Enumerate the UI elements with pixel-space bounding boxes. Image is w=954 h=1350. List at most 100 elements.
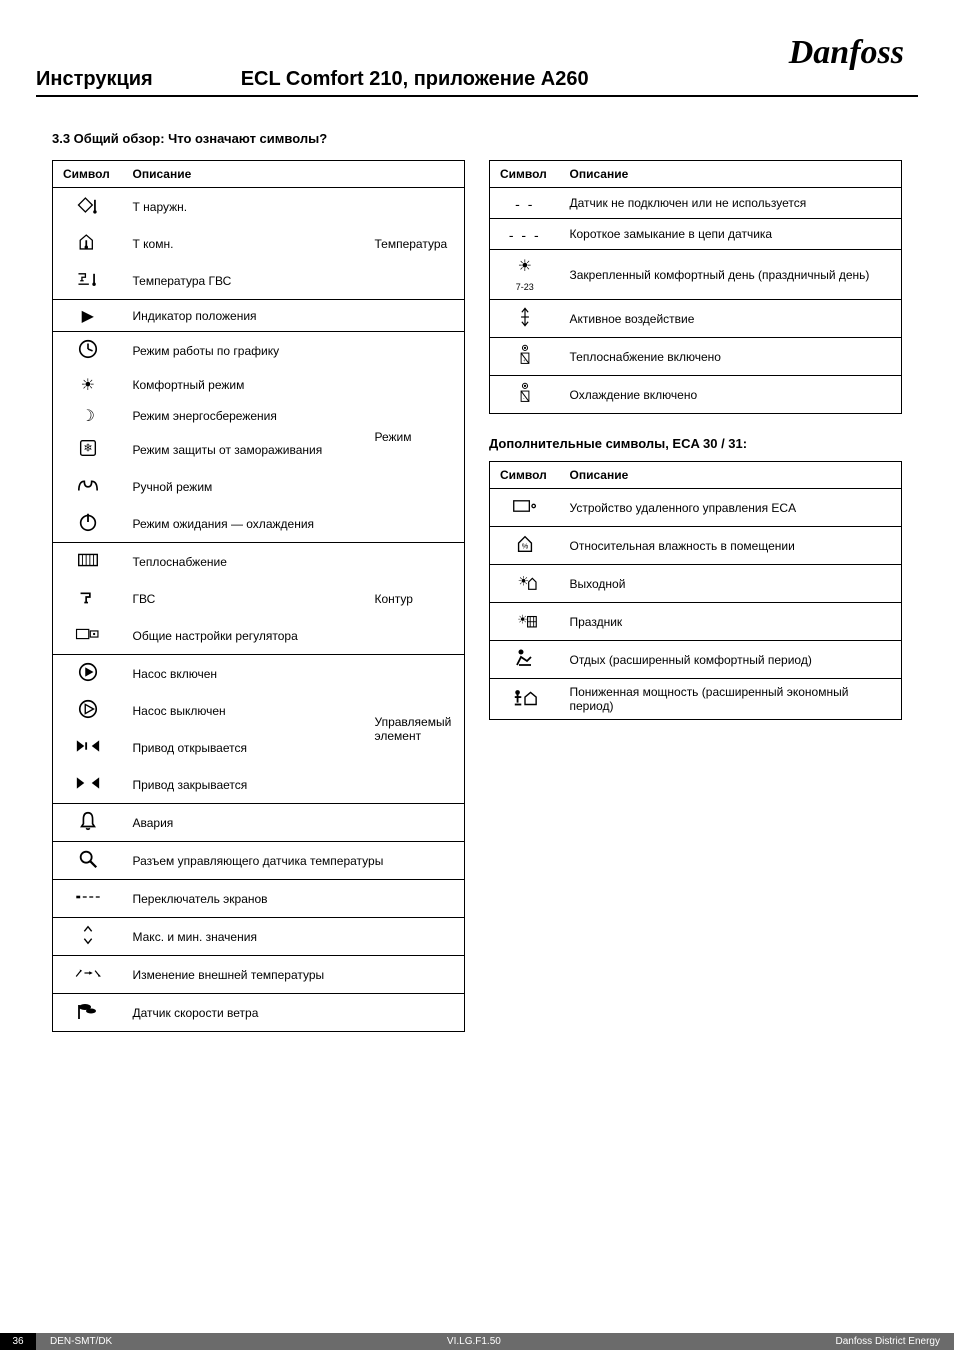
active-influence-label: Активное воздействие xyxy=(560,300,902,338)
position-indicator-icon: ▶ xyxy=(53,300,123,332)
fixed-comfort-label: Закрепленный комфортный день (праздничны… xyxy=(560,250,902,300)
short-circuit-icon: - - - xyxy=(490,219,560,250)
col-header-symbol-r2: Символ xyxy=(490,462,560,489)
group-actuator: Управляемый элемент xyxy=(365,655,465,804)
cooling-on-label: Охлаждение включено xyxy=(560,376,902,414)
dhw-label: ГВС xyxy=(123,580,365,617)
header-left-text: Инструкция xyxy=(36,68,153,91)
day-off-icon: ☀ xyxy=(490,565,560,603)
sensor-connector-label: Разъем управляющего датчика температуры xyxy=(123,842,465,880)
room-temp-label: Т комн. xyxy=(123,225,365,262)
col-header-symbol: Символ xyxy=(53,161,123,188)
not-connected-label: Датчик не подключен или не используется xyxy=(560,188,902,219)
outdoor-change-icon xyxy=(53,956,123,994)
comfort-mode-label: Комфортный режим xyxy=(123,369,365,400)
minmax-label: Макс. и мин. значения xyxy=(123,918,465,956)
holiday-icon: ☀ xyxy=(490,603,560,641)
actuator-close-icon xyxy=(53,766,123,804)
comfort-mode-icon: ☀ xyxy=(53,369,123,400)
display-switch-label: Переключатель экранов xyxy=(123,880,465,918)
left-symbols-table: Символ Описание Т наружн. Температура Т … xyxy=(52,160,465,1032)
holiday-label: Праздник xyxy=(560,603,902,641)
brand-logo: Danfoss xyxy=(789,34,904,72)
heating-on-icon: + xyxy=(490,338,560,376)
cooling-on-icon: - xyxy=(490,376,560,414)
manual-mode-label: Ручной режим xyxy=(123,468,365,505)
right-status-table: Символ Описание - - Датчик не подключен … xyxy=(489,160,902,414)
outdoor-change-label: Изменение внешней температуры xyxy=(123,956,465,994)
actuator-open-label: Привод открывается xyxy=(123,729,365,766)
eca-heading: Дополнительные символы, ECA 30 / 31: xyxy=(489,436,902,451)
eca-remote-icon xyxy=(490,489,560,527)
svg-text:-: - xyxy=(523,396,525,401)
page-header: Инструкция ECL Comfort 210, приложение A… xyxy=(36,68,918,97)
svg-text:❄: ❄ xyxy=(83,443,92,455)
svg-text:☀: ☀ xyxy=(517,574,529,589)
footer-left: DEN-SMT/DK xyxy=(50,1336,112,1347)
standby-mode-icon xyxy=(53,505,123,543)
group-circuit: Контур xyxy=(365,543,465,655)
dhw-temp-icon xyxy=(53,262,123,300)
col-header-desc-r1: Описание xyxy=(560,161,902,188)
dhw-temp-label: Температура ГВС xyxy=(123,262,365,300)
eca-remote-label: Устройство удаленного управления ECA xyxy=(560,489,902,527)
heating-on-label: Теплоснабжение включено xyxy=(560,338,902,376)
fixed-comfort-icon: ☀7-23 xyxy=(490,250,560,300)
position-indicator-label: Индикатор положения xyxy=(123,300,465,332)
reduced-power-icon xyxy=(490,679,560,720)
actuator-open-icon xyxy=(53,729,123,766)
svg-text:%: % xyxy=(521,542,528,551)
standby-mode-label: Режим ожидания — охлаждения xyxy=(123,505,365,543)
minmax-icon xyxy=(53,918,123,956)
section-heading: 3.3 Общий обзор: Что означают символы? xyxy=(52,131,918,146)
group-mode: Режим xyxy=(365,332,465,543)
reduced-power-label: Пониженная мощность (расширенный экономн… xyxy=(560,679,902,720)
heating-icon xyxy=(53,543,123,581)
svg-text:+: + xyxy=(523,358,526,363)
pump-on-label: Насос включен xyxy=(123,655,365,693)
saving-mode-icon: ☽ xyxy=(53,400,123,431)
common-settings-label: Общие настройки регулятора xyxy=(123,617,365,655)
header-right-text: ECL Comfort 210, приложение A260 xyxy=(241,68,589,91)
schedule-mode-icon xyxy=(53,332,123,370)
col-header-desc: Описание xyxy=(123,161,465,188)
group-temperature: Температура xyxy=(365,188,465,300)
col-header-symbol-r1: Символ xyxy=(490,161,560,188)
sensor-connector-icon xyxy=(53,842,123,880)
pump-off-icon xyxy=(53,692,123,729)
outdoor-temp-icon xyxy=(53,188,123,226)
pump-on-icon xyxy=(53,655,123,693)
not-connected-icon: - - xyxy=(490,188,560,219)
pump-off-label: Насос выключен xyxy=(123,692,365,729)
footer-right: Danfoss District Energy xyxy=(836,1336,940,1347)
frost-mode-icon: ❄ xyxy=(53,431,123,468)
schedule-mode-label: Режим работы по графику xyxy=(123,332,365,370)
relax-icon xyxy=(490,641,560,679)
alarm-label: Авария xyxy=(123,804,465,842)
short-circuit-label: Короткое замыкание в цепи датчика xyxy=(560,219,902,250)
right-eca-table: Символ Описание Устройство удаленного уп… xyxy=(489,461,902,720)
active-influence-icon xyxy=(490,300,560,338)
heating-label: Теплоснабжение xyxy=(123,543,365,581)
svg-text:☀: ☀ xyxy=(517,612,528,626)
alarm-icon xyxy=(53,804,123,842)
wind-sensor-label: Датчик скорости ветра xyxy=(123,994,465,1032)
col-header-desc-r2: Описание xyxy=(560,462,902,489)
page-number: 36 xyxy=(0,1333,36,1350)
dhw-icon xyxy=(53,580,123,617)
room-temp-icon xyxy=(53,225,123,262)
common-settings-icon xyxy=(53,617,123,655)
humidity-icon: % xyxy=(490,527,560,565)
relax-label: Отдых (расширенный комфортный период) xyxy=(560,641,902,679)
manual-mode-icon xyxy=(53,468,123,505)
humidity-label: Относительная влажность в помещении xyxy=(560,527,902,565)
outdoor-temp-label: Т наружн. xyxy=(123,188,365,226)
wind-sensor-icon xyxy=(53,994,123,1032)
display-switch-icon xyxy=(53,880,123,918)
day-off-label: Выходной xyxy=(560,565,902,603)
frost-mode-label: Режим защиты от замораживания xyxy=(123,431,365,468)
footer-center: VI.LG.F1.50 xyxy=(447,1336,501,1347)
page-footer: 36 DEN-SMT/DK VI.LG.F1.50 Danfoss Distri… xyxy=(0,1333,954,1350)
actuator-close-label: Привод закрывается xyxy=(123,766,365,804)
saving-mode-label: Режим энергосбережения xyxy=(123,400,365,431)
